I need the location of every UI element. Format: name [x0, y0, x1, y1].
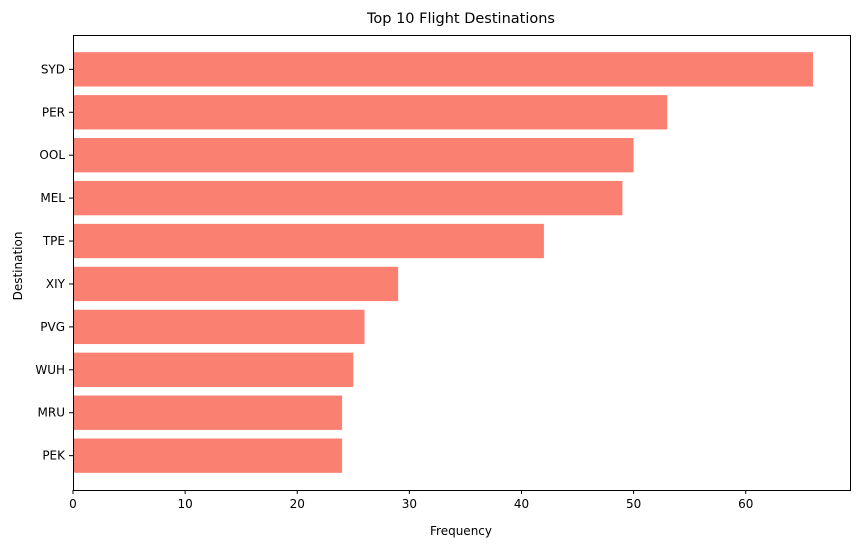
plot-frame [73, 35, 851, 491]
bar-per [73, 95, 668, 130]
bar-pek [73, 438, 343, 473]
y-tick-label: TPE [42, 234, 65, 248]
y-tick-label: MRU [38, 406, 65, 420]
chart-title: Top 10 Flight Destinations [366, 11, 555, 27]
bar-syd [73, 52, 813, 87]
y-tick-label: XIY [46, 277, 66, 291]
x-tick-label: 20 [290, 497, 305, 511]
y-tick-label: PVG [40, 320, 65, 334]
bar-mru [73, 395, 343, 430]
x-tick-label: 60 [738, 497, 753, 511]
bar-tpe [73, 223, 544, 259]
x-axis-ticks: 0 10 20 30 40 50 60 [69, 490, 753, 511]
y-tick-label: OOL [39, 148, 65, 162]
y-tick-label: PEK [42, 449, 66, 463]
bars-group [73, 52, 813, 473]
y-tick-label: PER [42, 105, 65, 119]
bar-ool [73, 138, 634, 173]
x-tick-label: 40 [514, 497, 529, 511]
y-axis-label: Destination [11, 232, 25, 301]
bar-mel [73, 180, 623, 216]
y-tick-label: MEL [40, 191, 65, 205]
x-axis-label: Frequency [430, 524, 492, 538]
y-tick-label: SYD [41, 62, 65, 76]
bar-pvg [73, 309, 365, 345]
x-tick-label: 10 [177, 497, 192, 511]
bar-xiy [73, 266, 399, 302]
bar-wuh [73, 352, 354, 387]
y-tick-label: WUH [35, 363, 65, 377]
x-tick-label: 0 [69, 497, 77, 511]
x-tick-label: 30 [402, 497, 417, 511]
y-axis-ticks: SYD PER OOL MEL TPE XIY PVG WUH MRU PEK [35, 62, 73, 463]
x-tick-label: 50 [626, 497, 641, 511]
